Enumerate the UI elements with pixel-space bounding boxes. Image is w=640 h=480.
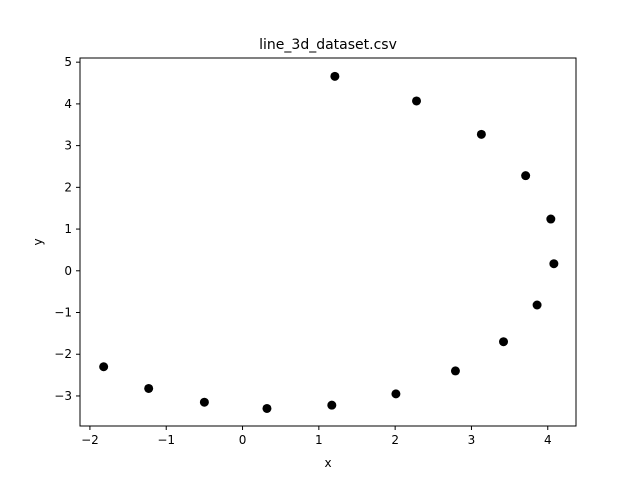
- data-point: [546, 214, 556, 224]
- data-point: [327, 400, 337, 410]
- y-tick-label: −2: [54, 347, 72, 361]
- y-tick-label: 1: [64, 222, 72, 236]
- data-point: [476, 129, 486, 139]
- data-point: [412, 96, 422, 106]
- data-point: [532, 300, 542, 310]
- x-tick-label: 4: [544, 433, 552, 447]
- y-axis-label: y: [31, 238, 45, 245]
- data-point: [199, 397, 209, 407]
- y-tick-label: 0: [64, 264, 72, 278]
- y-tick-label: 2: [64, 180, 72, 194]
- data-point: [144, 383, 154, 393]
- chart-title: line_3d_dataset.csv: [259, 37, 397, 53]
- plot-frame: [79, 57, 577, 427]
- y-tick-label: 4: [64, 97, 72, 111]
- x-axis-ticks: −2 −1 0 1 2 3 4: [81, 426, 552, 447]
- x-tick-label: 1: [315, 433, 323, 447]
- y-tick-label: −1: [54, 306, 72, 320]
- x-tick-label: −2: [81, 433, 99, 447]
- x-axis-label: x: [324, 456, 331, 470]
- x-tick-label: 2: [391, 433, 399, 447]
- data-point: [330, 71, 340, 81]
- data-point: [521, 171, 531, 181]
- y-axis-ticks: −3 −2 −1 0 1 2 3 4 5: [54, 55, 80, 403]
- data-point: [262, 403, 272, 413]
- data-point: [499, 337, 509, 347]
- data-point: [99, 362, 109, 372]
- data-point: [450, 366, 460, 376]
- data-point: [549, 259, 559, 269]
- x-tick-label: 0: [239, 433, 247, 447]
- y-tick-label: 3: [64, 139, 72, 153]
- x-tick-label: −1: [157, 433, 175, 447]
- y-tick-label: 5: [64, 55, 72, 69]
- x-tick-label: 3: [468, 433, 476, 447]
- data-points: [99, 71, 559, 413]
- y-tick-label: −3: [54, 389, 72, 403]
- data-point: [391, 389, 401, 399]
